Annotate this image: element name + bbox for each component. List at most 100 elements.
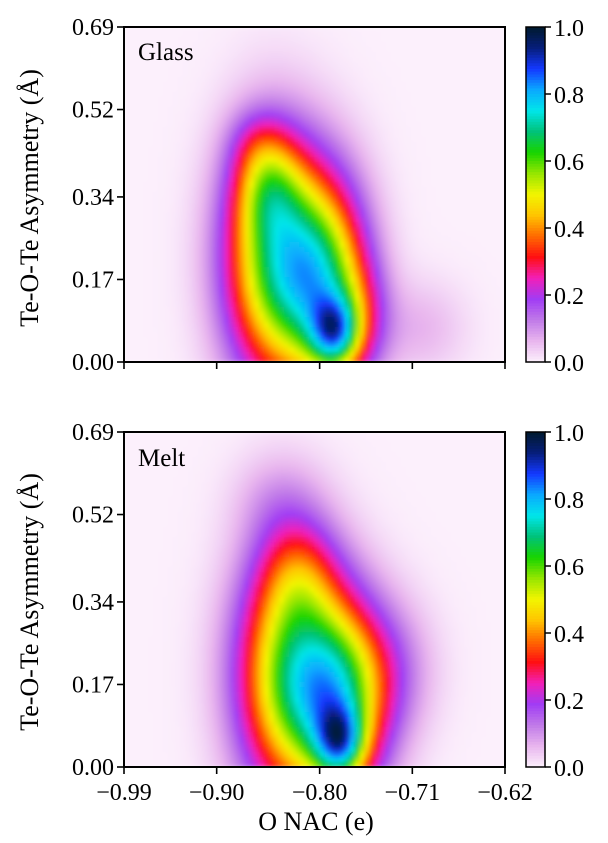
heatmap-cell bbox=[249, 242, 255, 248]
heatmap-cell bbox=[414, 332, 421, 338]
heatmap-cell bbox=[274, 87, 280, 93]
heatmap-cell bbox=[309, 242, 316, 248]
heatmap-cell bbox=[154, 327, 160, 333]
heatmap-cell bbox=[409, 182, 416, 188]
heatmap-cell bbox=[444, 87, 451, 93]
heatmap-cell bbox=[369, 112, 376, 118]
heatmap-cell bbox=[404, 327, 411, 333]
heatmap-cell bbox=[269, 202, 275, 208]
heatmap-cell bbox=[349, 87, 356, 93]
heatmap-cell bbox=[159, 77, 165, 83]
heatmap-cell bbox=[234, 282, 240, 288]
heatmap-cell bbox=[249, 227, 255, 233]
heatmap-cell bbox=[334, 312, 341, 318]
heatmap-cell bbox=[124, 337, 130, 343]
heatmap-cell bbox=[454, 302, 461, 308]
heatmap-cell bbox=[484, 337, 491, 343]
heatmap-cell bbox=[404, 147, 411, 153]
heatmap-cell bbox=[394, 292, 401, 298]
heatmap-cell bbox=[364, 42, 371, 48]
heatmap-cell bbox=[244, 127, 250, 133]
heatmap-cell bbox=[134, 247, 140, 253]
heatmap-cell bbox=[259, 167, 265, 173]
heatmap-cell bbox=[144, 122, 150, 128]
heatmap-cell bbox=[144, 352, 150, 358]
heatmap-cell bbox=[234, 227, 240, 233]
heatmap-cell bbox=[329, 352, 336, 358]
heatmap-cell bbox=[404, 157, 411, 163]
heatmap-cell bbox=[264, 187, 270, 193]
heatmap-cell bbox=[234, 82, 240, 88]
heatmap-cell bbox=[234, 307, 240, 313]
heatmap-cell bbox=[304, 352, 311, 358]
heatmap-cell bbox=[434, 147, 441, 153]
heatmap-cell bbox=[379, 287, 386, 293]
heatmap-cell bbox=[339, 267, 346, 273]
heatmap-cell bbox=[364, 157, 371, 163]
heatmap-cell bbox=[194, 237, 200, 243]
heatmap-cell bbox=[269, 277, 275, 283]
heatmap-cell bbox=[204, 287, 210, 293]
heatmap-cell bbox=[364, 37, 371, 43]
heatmap-cell bbox=[234, 342, 240, 348]
heatmap-cell bbox=[404, 222, 411, 228]
heatmap-cell bbox=[374, 272, 381, 278]
heatmap-cell bbox=[234, 32, 240, 38]
heatmap-cell bbox=[284, 327, 291, 333]
heatmap-cell bbox=[199, 262, 205, 268]
heatmap-cell bbox=[129, 102, 135, 108]
heatmap-cell bbox=[409, 357, 416, 362]
heatmap-cell bbox=[209, 262, 215, 268]
heatmap-cell bbox=[389, 197, 396, 203]
heatmap-cell bbox=[344, 262, 351, 268]
heatmap-cell bbox=[284, 167, 291, 173]
heatmap-cell bbox=[354, 232, 361, 238]
heatmap-cell bbox=[314, 42, 321, 48]
heatmap-cell bbox=[144, 337, 150, 343]
heatmap-cell bbox=[284, 67, 291, 73]
heatmap-cell bbox=[164, 197, 170, 203]
heatmap-cell bbox=[139, 202, 145, 208]
heatmap-cell bbox=[124, 67, 130, 73]
heatmap-cell bbox=[289, 302, 296, 308]
heatmap-cell bbox=[259, 257, 265, 263]
heatmap-cell bbox=[254, 312, 260, 318]
heatmap-cell bbox=[224, 27, 230, 33]
heatmap-cell bbox=[344, 242, 351, 248]
heatmap-cell bbox=[234, 187, 240, 193]
heatmap-cell bbox=[234, 207, 240, 213]
heatmap-cell bbox=[369, 242, 376, 248]
heatmap-cell bbox=[179, 182, 185, 188]
heatmap-cell bbox=[124, 62, 130, 68]
heatmap-cell bbox=[199, 97, 205, 103]
heatmap-cell bbox=[179, 257, 185, 263]
heatmap-cell bbox=[324, 47, 331, 53]
heatmap-cell bbox=[434, 262, 441, 268]
heatmap-cell bbox=[269, 287, 275, 293]
heatmap-cell bbox=[254, 207, 260, 213]
heatmap-cell bbox=[159, 37, 165, 43]
heatmap-cell bbox=[374, 92, 381, 98]
heatmap-cell bbox=[389, 227, 396, 233]
heatmap-cell bbox=[449, 147, 456, 153]
heatmap-cell bbox=[239, 92, 245, 98]
heatmap-cell bbox=[184, 217, 190, 223]
heatmap-cell bbox=[129, 187, 135, 193]
heatmap-cell bbox=[289, 257, 296, 263]
heatmap-cell bbox=[209, 247, 215, 253]
heatmap-cell bbox=[279, 187, 286, 193]
heatmap-cell bbox=[179, 242, 185, 248]
heatmap-cell bbox=[319, 187, 326, 193]
heatmap-cell bbox=[359, 137, 366, 143]
heatmap-cell bbox=[364, 82, 371, 88]
heatmap-cell bbox=[209, 202, 215, 208]
heatmap-cell bbox=[199, 52, 205, 58]
heatmap-cell bbox=[484, 107, 491, 113]
heatmap-cell bbox=[224, 112, 230, 118]
heatmap-cell bbox=[474, 222, 481, 228]
heatmap-cell bbox=[334, 62, 341, 68]
heatmap-cell bbox=[124, 347, 130, 353]
heatmap-cell bbox=[244, 357, 250, 362]
heatmap-cell bbox=[149, 182, 155, 188]
heatmap-cell bbox=[484, 57, 491, 63]
